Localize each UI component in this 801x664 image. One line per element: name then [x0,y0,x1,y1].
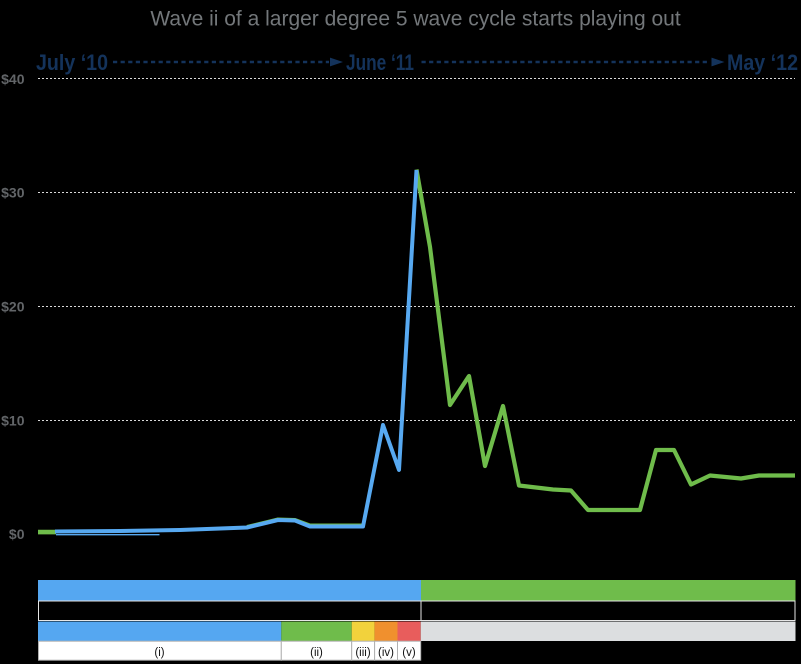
svg-text:(i): (i) [154,647,164,659]
svg-text:May ‘12: May ‘12 [727,50,798,75]
svg-text:$10: $10 [1,413,25,429]
svg-text:$30: $30 [1,185,25,201]
svg-text:(v): (v) [402,647,416,659]
svg-text:June ‘11: June ‘11 [346,50,414,75]
svg-text:$40: $40 [1,71,25,87]
svg-text:(ii): (ii) [310,647,323,659]
svg-text:$20: $20 [1,299,25,315]
svg-text:$0: $0 [9,526,25,542]
svg-text:July ‘10: July ‘10 [36,50,108,75]
svg-text:Wave ii of a larger degree 5 w: Wave ii of a larger degree 5 wave cycle … [150,8,680,31]
svg-text:(iii): (iii) [355,647,370,659]
svg-text:(iv): (iv) [378,647,394,659]
